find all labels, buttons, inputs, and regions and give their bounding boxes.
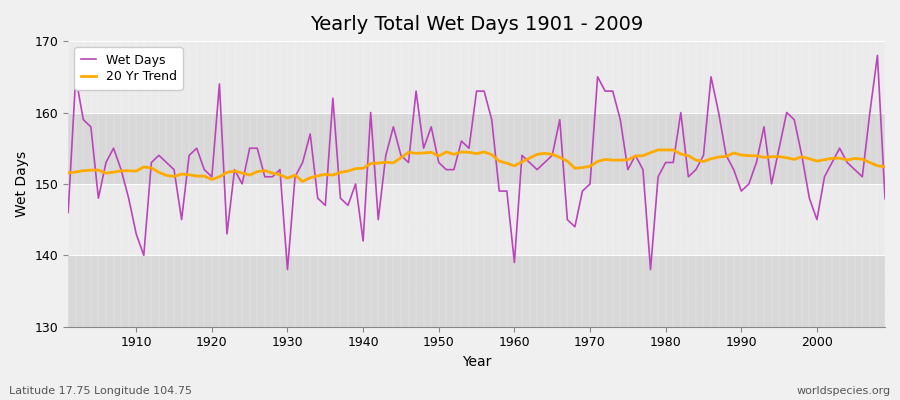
Wet Days (448, 167, 459, 172)
Text: worldspecies.org: worldspecies.org (796, 386, 891, 396)
20 Yr Trend (297, 179, 308, 184)
20 Yr Trend (63, 170, 74, 175)
Wet Days (872, 53, 883, 58)
Bar (68, 112, 885, 184)
20 Yr Trend (661, 148, 671, 152)
Wet Days (282, 267, 292, 272)
Wet Days (472, 89, 482, 94)
Wet Days (879, 196, 890, 200)
20 Yr Trend (887, 161, 898, 166)
X-axis label: Year: Year (462, 355, 491, 369)
20 Yr Trend (652, 148, 663, 152)
Bar (68, 255, 885, 327)
20 Yr Trend (879, 164, 890, 169)
Legend: Wet Days, 20 Yr Trend: Wet Days, 20 Yr Trend (75, 47, 183, 90)
20 Yr Trend (312, 173, 323, 178)
20 Yr Trend (472, 151, 482, 156)
Wet Days (842, 160, 852, 165)
Y-axis label: Wet Days: Wet Days (15, 151, 29, 217)
Wet Days (63, 210, 74, 215)
20 Yr Trend (448, 152, 459, 157)
Line: 20 Yr Trend: 20 Yr Trend (68, 150, 893, 182)
Wet Days (652, 174, 663, 179)
Bar (68, 41, 885, 112)
Wet Days (312, 196, 323, 200)
20 Yr Trend (850, 156, 860, 161)
Bar (68, 184, 885, 255)
Text: Latitude 17.75 Longitude 104.75: Latitude 17.75 Longitude 104.75 (9, 386, 192, 396)
Title: Yearly Total Wet Days 1901 - 2009: Yearly Total Wet Days 1901 - 2009 (310, 15, 644, 34)
Line: Wet Days: Wet Days (68, 55, 893, 270)
Wet Days (887, 217, 898, 222)
